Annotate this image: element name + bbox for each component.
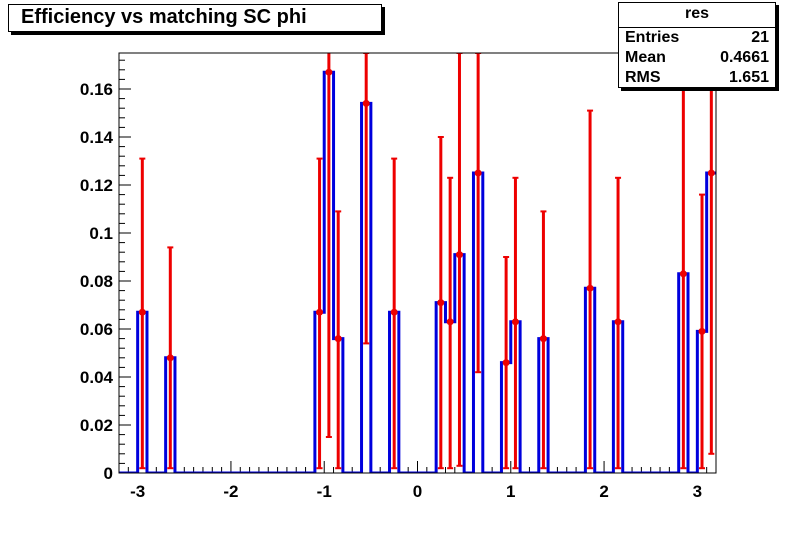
x-tick-label: -3 [130, 482, 145, 501]
data-point [474, 53, 482, 374]
data-point [362, 53, 370, 345]
data-point [679, 80, 687, 470]
y-axis: 0 0.02 0.04 0.06 0.08 0.1 0.12 0.14 0.16 [80, 59, 131, 483]
data-marker [698, 327, 706, 335]
data-marker [455, 251, 463, 259]
data-marker [316, 308, 324, 316]
data-point [437, 136, 445, 470]
data-point [614, 176, 622, 470]
data-point [707, 53, 715, 455]
data-point [511, 176, 519, 470]
plot-frame [118, 52, 717, 474]
y-tick-label: 0.1 [89, 224, 113, 243]
y-tick-label: 0.08 [80, 272, 113, 291]
stats-rms-label: RMS [625, 69, 661, 86]
x-axis: -3 -2 -1 0 1 2 3 [118, 461, 717, 501]
data-marker [679, 270, 687, 278]
data-point [539, 210, 547, 470]
data-marker [362, 99, 370, 107]
data-marker [614, 318, 622, 326]
data-point [502, 256, 510, 470]
chart-title-box: Efficiency vs matching SC phi [8, 4, 382, 32]
y-tick-label: 0.06 [80, 320, 113, 339]
stats-entries-label: Entries [625, 29, 680, 46]
y-tick-label: 0.12 [80, 176, 113, 195]
y-tick-label: 0 [104, 464, 113, 483]
data-marker [511, 318, 519, 326]
statistics-box: res Entries 21 Mean 0.4661 RMS 1.651 [618, 2, 776, 88]
stats-mean-value: 0.4661 [720, 49, 769, 66]
y-tick-label: 0.16 [80, 80, 113, 99]
y-tick-label: 0.14 [80, 128, 114, 147]
x-tick-label: -2 [223, 482, 238, 501]
data-marker [138, 308, 146, 316]
stats-rms-value: 1.651 [728, 69, 769, 86]
histogram-series-line [119, 70, 716, 473]
stats-row-entries: Entries 21 [625, 28, 769, 48]
x-tick-label: 1 [506, 482, 515, 501]
stats-histogram-name: res [619, 3, 775, 28]
data-marker [166, 354, 174, 362]
error-bars [138, 53, 715, 470]
data-marker [707, 169, 715, 177]
data-marker [474, 169, 482, 177]
data-point [166, 246, 174, 470]
data-marker [334, 335, 342, 343]
x-tick-label: 2 [599, 482, 608, 501]
stats-entries-value: 21 [751, 29, 769, 46]
data-point [586, 109, 594, 470]
data-point [390, 157, 398, 470]
x-tick-label: 3 [693, 482, 702, 501]
data-marker [446, 318, 454, 326]
data-point [138, 157, 146, 470]
stats-mean-label: Mean [625, 49, 666, 66]
y-tick-label: 0.02 [80, 416, 113, 435]
data-marker [390, 308, 398, 316]
y-tick-label: 0.04 [80, 368, 114, 387]
data-point [325, 53, 333, 438]
data-point [455, 53, 463, 467]
x-tick-label: -1 [317, 482, 332, 501]
stats-row-rms: RMS 1.651 [625, 68, 769, 88]
chart-title: Efficiency vs matching SC phi [21, 6, 307, 28]
data-marker [502, 359, 510, 367]
data-point [446, 176, 454, 470]
data-marker [325, 68, 333, 76]
x-tick-label: 0 [413, 482, 422, 501]
data-marker [586, 284, 594, 292]
stats-row-mean: Mean 0.4661 [625, 48, 769, 68]
data-point [334, 210, 342, 470]
data-point [316, 157, 324, 470]
data-marker [437, 299, 445, 307]
data-point [698, 193, 706, 470]
data-marker [539, 335, 547, 343]
